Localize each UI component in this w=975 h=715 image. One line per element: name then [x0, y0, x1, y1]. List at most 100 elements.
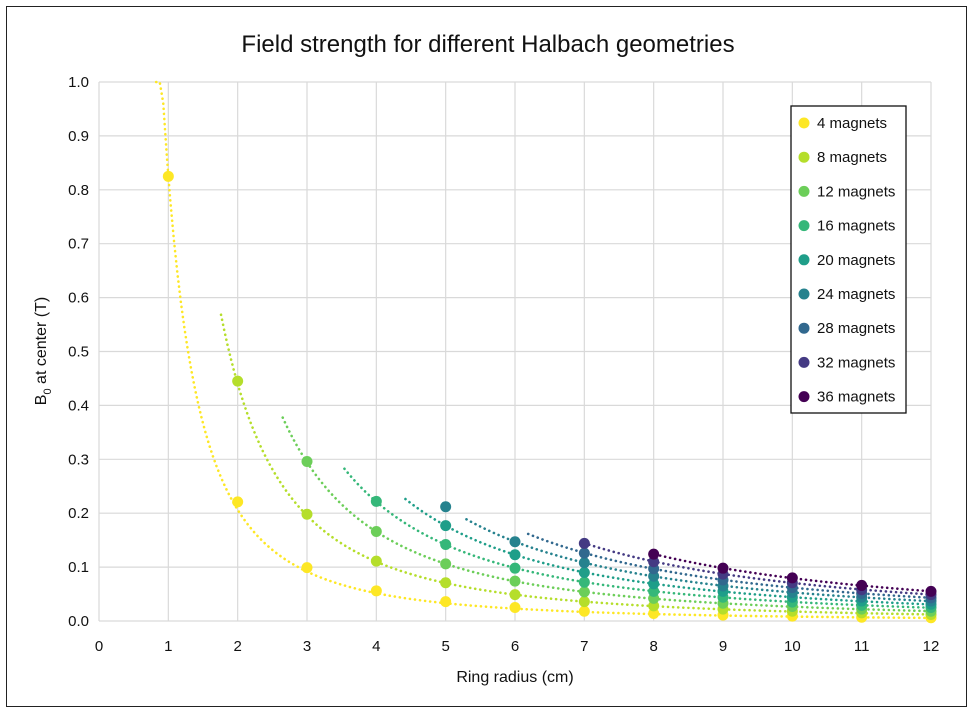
- x-tick-label: 4: [372, 638, 380, 655]
- data-point: [578, 547, 590, 559]
- x-tick-label: 5: [441, 638, 449, 655]
- data-point: [440, 501, 452, 513]
- x-axis-label: Ring radius (cm): [456, 669, 573, 686]
- data-point: [440, 596, 452, 608]
- legend-label: 20 magnets: [817, 252, 895, 269]
- data-point: [232, 375, 244, 387]
- y-tick-label: 0.2: [68, 505, 89, 522]
- x-tick-label: 8: [649, 638, 657, 655]
- data-point: [648, 578, 660, 590]
- y-tick-label: 0.3: [68, 451, 89, 468]
- y-tick-label: 1.0: [68, 74, 89, 91]
- legend-label: 32 magnets: [817, 354, 895, 371]
- legend-marker: [798, 185, 810, 197]
- data-point: [370, 526, 382, 538]
- data-point: [648, 556, 660, 568]
- data-point: [578, 566, 590, 578]
- legend-label: 28 magnets: [817, 320, 895, 337]
- data-point: [648, 585, 660, 597]
- y-axis-label-rest: at center (T): [33, 297, 50, 389]
- x-tick-label: 11: [854, 638, 870, 655]
- data-point: [578, 557, 590, 569]
- legend-marker: [798, 117, 810, 129]
- data-point: [370, 495, 382, 507]
- data-point: [786, 572, 798, 584]
- legend-box: [790, 105, 907, 414]
- data-point: [301, 455, 313, 467]
- x-tick-label: 9: [719, 638, 727, 655]
- y-tick-label: 0.7: [68, 236, 89, 253]
- trendline: [281, 416, 933, 613]
- trendline: [465, 518, 933, 603]
- legend-label: 8 magnets: [817, 149, 887, 166]
- data-points: [162, 170, 937, 624]
- data-point: [162, 170, 174, 182]
- data-point: [717, 562, 729, 574]
- data-point: [648, 600, 660, 612]
- legend: 4 magnets 8 magnets 12 magnets 16 magnets 20…: [790, 105, 907, 414]
- data-point: [509, 562, 521, 574]
- data-point: [578, 576, 590, 588]
- data-point: [440, 577, 452, 589]
- y-tick-label: 0.4: [68, 397, 89, 414]
- legend-label: 12 magnets: [817, 183, 895, 200]
- legend-label: 4 magnets: [817, 115, 887, 132]
- data-point: [925, 585, 937, 597]
- data-point: [440, 558, 452, 570]
- legend-marker: [798, 254, 810, 266]
- chart-title: Field strength for different Halbach geo…: [241, 31, 734, 58]
- trendline: [219, 313, 933, 616]
- data-point: [370, 555, 382, 567]
- y-tick-label: 0.5: [68, 344, 89, 361]
- y-tick-label: 0.0: [68, 613, 89, 630]
- y-axis-label-subscript: 0: [42, 388, 54, 394]
- data-point: [301, 508, 313, 520]
- y-tick-labels: 0.0 0.1 0.2 0.3 0.4 0.5 0.6 0.7 0.8 0.9 1.0: [68, 74, 89, 630]
- y-tick-label: 0.8: [68, 182, 89, 199]
- y-axis-label: B0 at center (T): [33, 297, 54, 405]
- y-axis-label-main: B: [33, 395, 50, 406]
- data-point: [440, 520, 452, 532]
- data-point: [578, 605, 590, 617]
- data-point: [648, 548, 660, 560]
- trendline: [154, 80, 933, 620]
- data-point: [578, 596, 590, 608]
- x-tick-label: 0: [95, 638, 103, 655]
- legend-marker: [798, 322, 810, 334]
- data-point: [856, 579, 868, 591]
- x-tick-label: 3: [303, 638, 311, 655]
- x-tick-label: 2: [233, 638, 241, 655]
- legend-marker: [798, 356, 810, 368]
- chart-frame: Field strength for different Halbach geo…: [6, 6, 967, 707]
- y-tick-label: 0.9: [68, 128, 89, 145]
- legend-label: 16 magnets: [817, 218, 895, 235]
- x-tick-labels: 0 1 2 3 4 5 6 7 8 9 10 11 12: [95, 638, 940, 655]
- legend-marker: [798, 288, 810, 300]
- data-point: [509, 575, 521, 587]
- data-point: [232, 496, 244, 508]
- y-tick-label: 0.1: [68, 559, 89, 576]
- trendline: [343, 467, 933, 610]
- legend-marker: [798, 220, 810, 232]
- data-point: [578, 586, 590, 598]
- x-tick-label: 12: [923, 638, 940, 655]
- chart-svg: Field strength for different Halbach geo…: [33, 31, 940, 686]
- legend-marker: [798, 391, 810, 403]
- data-point: [648, 607, 660, 619]
- data-point: [509, 589, 521, 601]
- data-point: [578, 537, 590, 549]
- data-point: [509, 549, 521, 561]
- legend-label: 24 magnets: [817, 286, 895, 303]
- data-point: [648, 570, 660, 582]
- data-point: [509, 536, 521, 548]
- trendline: [404, 497, 933, 606]
- legend-label: 36 magnets: [817, 389, 895, 406]
- trendline: [587, 543, 933, 596]
- data-point: [509, 602, 521, 614]
- x-tick-label: 6: [511, 638, 519, 655]
- y-tick-label: 0.6: [68, 290, 89, 307]
- x-tick-label: 1: [164, 638, 172, 655]
- x-tick-label: 7: [580, 638, 588, 655]
- data-point: [370, 585, 382, 597]
- data-point: [301, 562, 313, 574]
